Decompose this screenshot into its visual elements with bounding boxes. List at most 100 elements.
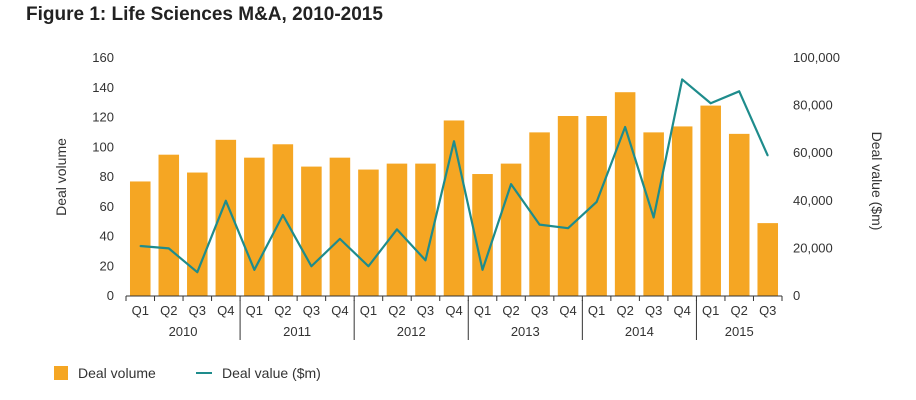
line-point <box>310 265 313 268</box>
x-tick-label: Q1 <box>588 303 605 318</box>
x-tick-label: Q3 <box>189 303 206 318</box>
bar-series <box>129 92 779 297</box>
bar <box>443 120 465 296</box>
line-point <box>367 265 370 268</box>
x-tick-label: Q4 <box>559 303 576 318</box>
line-point <box>196 271 199 274</box>
line-point <box>481 269 484 271</box>
line-point <box>339 238 341 240</box>
right-axis-ticks: 0 20,000 40,000 60,000 80,000 100,000 <box>793 50 840 303</box>
legend-deal-value: Deal value ($m) <box>196 365 321 381</box>
y-tick-label: 40 <box>100 229 114 244</box>
bar <box>557 116 579 296</box>
y2-tick-label: 60,000 <box>793 145 833 160</box>
bar <box>671 126 693 296</box>
year-label: 2013 <box>511 324 540 339</box>
legend-line-swatch <box>196 372 212 374</box>
line-point <box>510 183 512 185</box>
line-point <box>681 78 683 81</box>
bar <box>415 163 436 296</box>
x-tick-label: Q4 <box>674 303 691 318</box>
line-point <box>396 228 398 231</box>
y2-tick-label: 80,000 <box>793 98 833 113</box>
x-tick-label: Q3 <box>759 303 776 318</box>
legend-deal-volume: Deal volume <box>54 365 156 381</box>
bar <box>586 116 607 296</box>
x-axis: Q1 Q2 Q3 Q4 Q1 Q2 Q3 Q4 Q1 Q2 Q3 Q4 Q1 Q2 Q3 Q4 Q1 Q2 Q3 Q4… <box>125 295 783 340</box>
x-tick-label: Q1 <box>360 303 377 318</box>
line-point <box>624 126 626 128</box>
y-tick-label: 0 <box>107 288 114 303</box>
x-tick-label: Q4 <box>331 303 348 318</box>
line-point <box>282 214 284 216</box>
x-tick-label: Q2 <box>160 303 177 318</box>
x-tick-label: Q1 <box>132 303 149 318</box>
bar <box>700 105 721 296</box>
x-tick-label: Q3 <box>303 303 320 318</box>
y-tick-label: 60 <box>100 199 114 214</box>
line-point <box>709 102 712 105</box>
line-point <box>139 245 142 247</box>
bar <box>529 132 550 296</box>
line-point <box>738 90 741 93</box>
bar <box>272 144 294 296</box>
bar <box>358 169 379 296</box>
line-series <box>139 78 769 274</box>
line-point <box>567 227 569 229</box>
bar <box>728 133 750 296</box>
line-point <box>538 223 541 226</box>
x-tick-label: Q2 <box>731 303 748 318</box>
left-axis-title: Deal volume <box>53 138 69 216</box>
bar <box>614 92 636 297</box>
bar <box>244 157 265 296</box>
bar <box>472 174 493 296</box>
bar <box>215 139 237 296</box>
bar <box>329 157 351 296</box>
x-tick-label: Q2 <box>502 303 519 318</box>
year-label: 2015 <box>725 324 754 339</box>
y-tick-label: 100 <box>92 139 114 154</box>
bar <box>187 172 208 296</box>
y-tick-label: 20 <box>100 258 114 273</box>
x-tick-label: Q4 <box>217 303 234 318</box>
right-axis-title: Deal value ($m) <box>869 132 885 231</box>
y2-tick-label: 20,000 <box>793 240 833 255</box>
x-tick-label: Q2 <box>388 303 405 318</box>
legend-label: Deal value ($m) <box>222 365 321 381</box>
year-label: 2012 <box>397 324 426 339</box>
line-point <box>225 200 227 202</box>
bar <box>158 154 180 296</box>
bar <box>757 223 779 296</box>
x-tick-label: Q2 <box>274 303 291 318</box>
x-tick-label: Q3 <box>417 303 434 318</box>
y-tick-label: 120 <box>92 110 114 125</box>
line-point <box>167 247 170 250</box>
line-point <box>595 201 598 203</box>
x-tick-label: Q1 <box>702 303 719 318</box>
year-label: 2011 <box>283 324 311 339</box>
y2-tick-label: 0 <box>793 288 800 303</box>
y-tick-label: 140 <box>92 80 114 95</box>
chart-title: Figure 1: Life Sciences M&A, 2010-2015 <box>26 4 383 25</box>
x-tick-label: Q1 <box>246 303 263 318</box>
line-point <box>253 269 256 271</box>
line-point <box>766 154 769 157</box>
y2-tick-label: 100,000 <box>793 50 840 65</box>
year-label: 2014 <box>625 324 654 339</box>
x-tick-label: Q4 <box>445 303 462 318</box>
bar <box>129 181 151 296</box>
y-tick-label: 80 <box>100 169 114 184</box>
year-label: 2010 <box>169 324 198 339</box>
line-point <box>424 259 427 262</box>
line-point <box>652 216 655 219</box>
x-tick-label: Q2 <box>616 303 633 318</box>
legend-bar-swatch <box>54 366 68 380</box>
legend-label: Deal volume <box>78 365 156 381</box>
line-point <box>453 140 455 143</box>
left-axis-ticks: 0 20 40 60 80 100 120 140 160 <box>92 50 114 303</box>
x-tick-label: Q1 <box>474 303 491 318</box>
y-tick-label: 160 <box>92 50 114 65</box>
y2-tick-label: 40,000 <box>793 193 833 208</box>
x-tick-label: Q3 <box>531 303 548 318</box>
